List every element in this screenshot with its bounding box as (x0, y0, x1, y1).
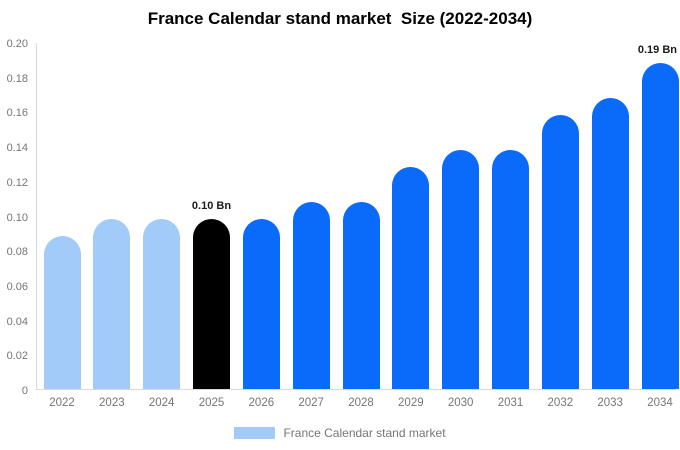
bar-2033[interactable] (591, 97, 629, 389)
bar-value-label-2034: 0.19 Bn (637, 43, 677, 56)
y-axis-tick-label: 0.20 (6, 38, 28, 50)
bar-2024[interactable] (143, 218, 181, 389)
bar-2029[interactable] (392, 166, 430, 389)
y-axis-tick-label: 0.12 (6, 176, 28, 189)
chart-title: France Calendar stand market Size (2022-… (147, 9, 533, 28)
x-axis-label-2030: 2030 (447, 397, 474, 409)
x-axis-label-2023: 2023 (99, 397, 125, 409)
bar-2022[interactable] (43, 236, 81, 389)
x-axis-label-2025: 2025 (198, 397, 225, 409)
x-axis-label-2031: 2031 (497, 397, 524, 409)
legend-label: France Calendar stand market (283, 426, 446, 440)
bar-2028[interactable] (342, 201, 380, 389)
y-axis-tick-label: 0.16 (6, 107, 28, 120)
x-axis-label-2024: 2024 (148, 397, 175, 409)
bar-2027[interactable] (292, 201, 330, 389)
x-axis-label-2034: 2034 (647, 397, 673, 409)
bar-2031[interactable] (492, 149, 529, 389)
y-axis-tick-label: 0.06 (6, 280, 28, 293)
bar-2030[interactable] (442, 149, 480, 389)
legend-item[interactable]: France Calendar stand market (234, 426, 446, 440)
x-axis-label-2032: 2032 (547, 397, 574, 409)
bar-2034[interactable] (641, 62, 679, 389)
x-axis-label-2022: 2022 (49, 397, 75, 409)
x-axis-label-2033: 2033 (597, 397, 623, 409)
x-axis-label-2027: 2027 (298, 397, 324, 409)
y-axis-tick-label: 0.10 (6, 211, 28, 224)
bar-2025[interactable] (193, 218, 230, 389)
bar-value-label-2025: 0.10 Bn (191, 199, 232, 212)
x-axis-line (36, 389, 676, 390)
y-axis-tick-label: 0.04 (6, 315, 28, 328)
x-axis-label-2028: 2028 (348, 397, 374, 409)
y-axis-tick-label: 0.14 (6, 142, 28, 155)
y-axis-tick-label: 0.08 (6, 246, 28, 259)
bar-2026[interactable] (242, 218, 280, 389)
bar-2032[interactable] (541, 114, 579, 389)
y-axis-tick-label: 0.02 (6, 350, 28, 363)
x-axis-label-2029: 2029 (398, 397, 424, 409)
y-axis-tick-label: 0 (21, 385, 28, 397)
bar-2023[interactable] (93, 218, 131, 389)
y-axis-line (36, 43, 37, 389)
legend-swatch (234, 427, 276, 439)
x-axis-label-2026: 2026 (248, 397, 275, 409)
y-axis-tick-label: 0.18 (6, 72, 28, 85)
legend: France Calendar stand market (0, 426, 680, 440)
